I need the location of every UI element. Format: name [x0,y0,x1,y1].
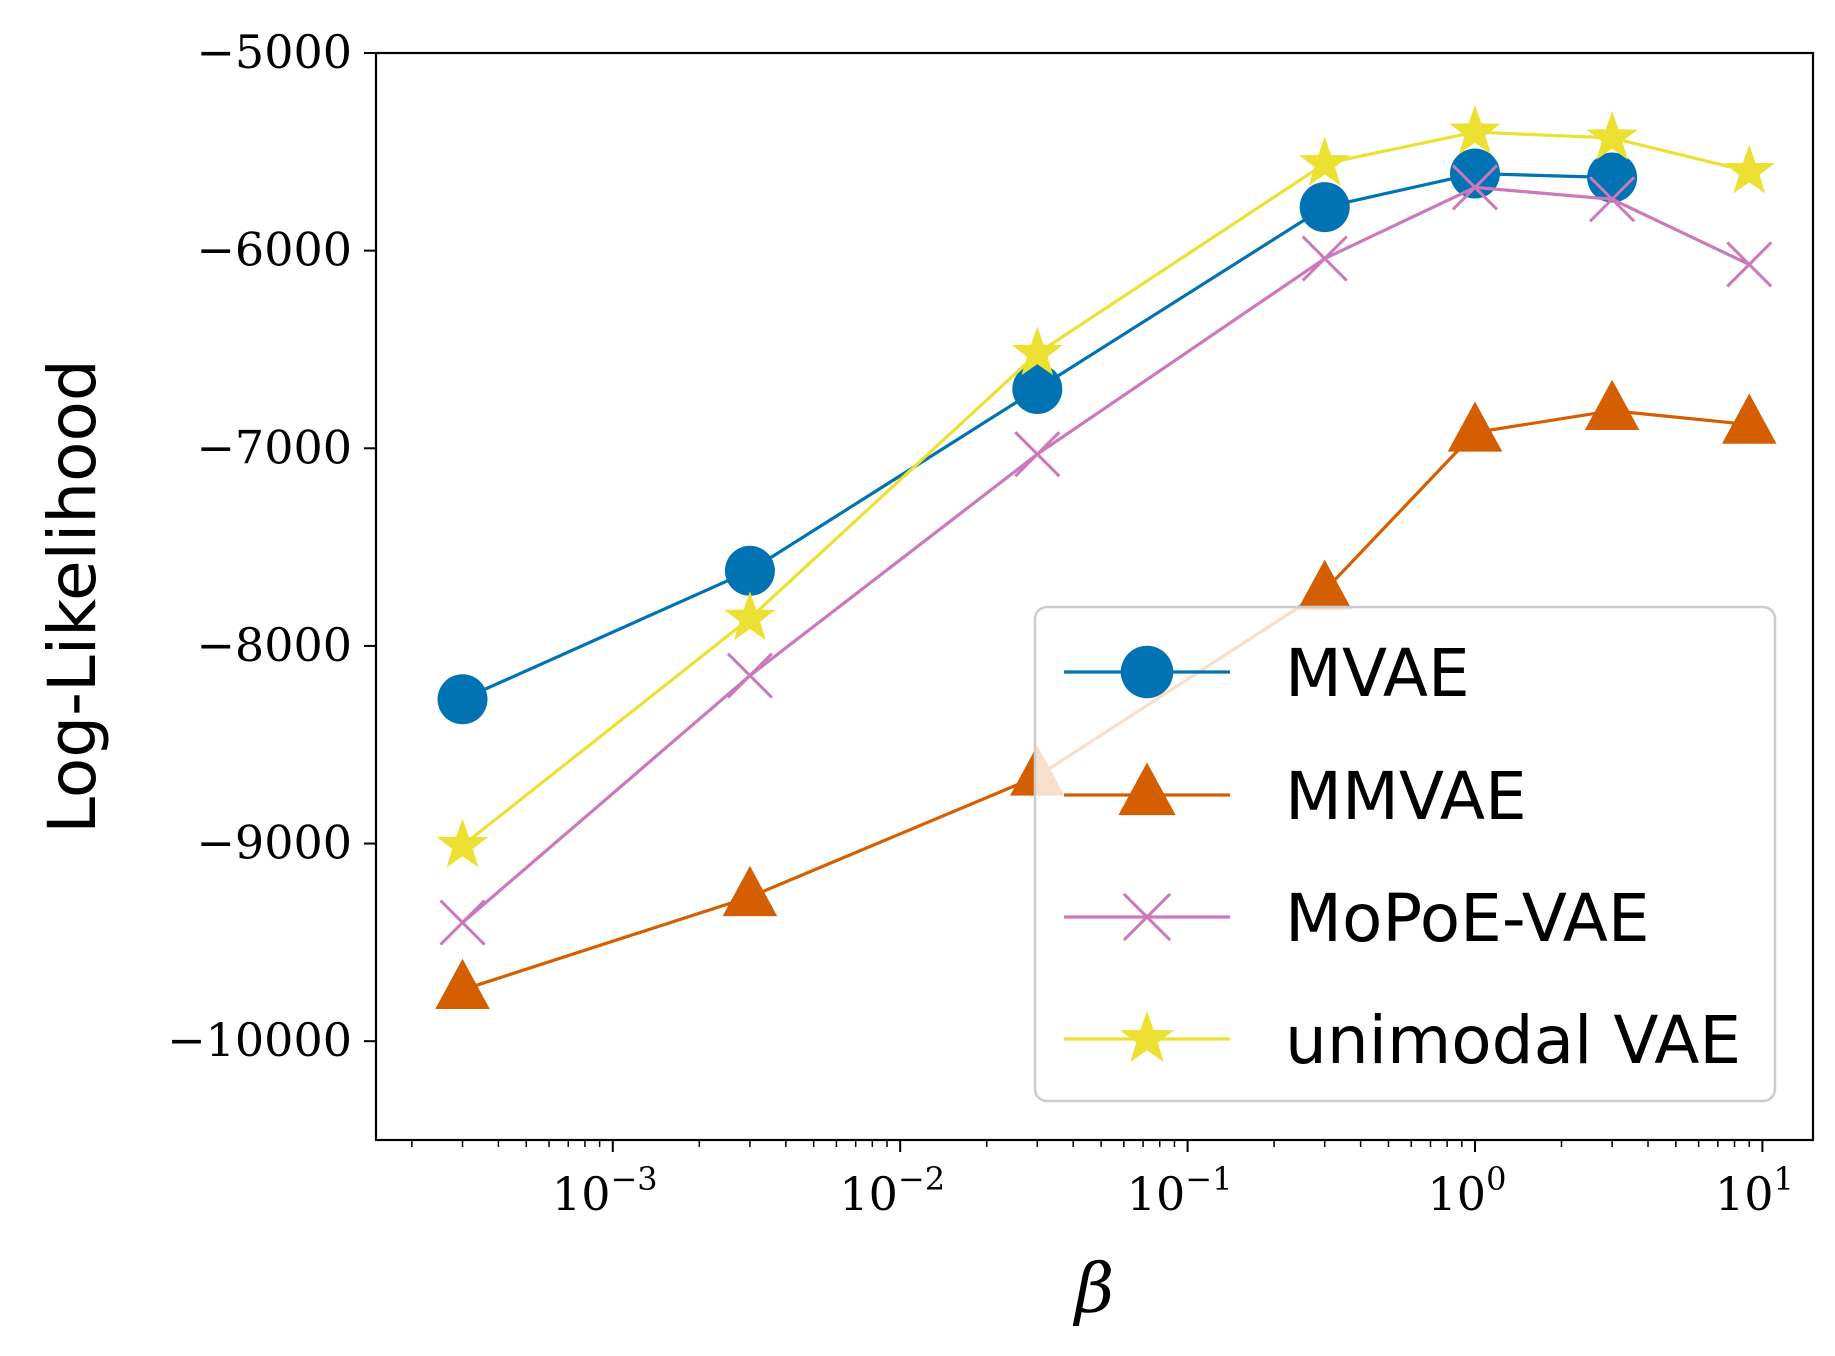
legend-item: MoPoE-VAE [1064,880,1650,957]
data-point [1301,235,1348,282]
data-point [1721,393,1777,444]
legend-item: unimodal VAE [1064,1002,1741,1079]
legend-label: MVAE [1285,635,1470,712]
legend-label: MoPoE-VAE [1285,880,1650,957]
y-tick-label: −6000 [196,223,352,277]
data-point [1589,176,1636,223]
data-point [1012,363,1063,414]
legend-marker [1120,1010,1174,1062]
data-point [1584,379,1640,430]
series-mopoe-vae [439,164,1773,946]
legend-box [1033,605,1777,1103]
data-point [1299,136,1351,186]
legend-label: unimodal VAE [1285,1002,1741,1079]
y-tick-label: −10000 [167,1013,352,1067]
data-point [1451,164,1499,211]
series-mmvae [435,379,1777,1010]
legend-label: MMVAE [1285,758,1527,835]
data-point [435,958,490,1010]
data-point [1723,144,1775,194]
data-point [1726,241,1773,288]
data-point [1447,401,1503,452]
data-point [1449,105,1501,154]
data-point [1014,431,1061,478]
legend-marker [1118,762,1176,816]
x-tick-label: 101 [1715,1160,1794,1221]
x-tick-label: 100 [1428,1160,1507,1221]
y-tick-label: −5000 [196,25,352,79]
series-layer [435,105,1777,1010]
data-point [437,674,488,725]
data-point [724,545,775,596]
data-point [1449,148,1500,199]
data-point [724,591,776,641]
y-tick-label: −8000 [196,618,352,672]
x-tick-label: 10−3 [552,1160,658,1221]
legend: MVAE MMVAE MoPoE-VAE unimodal VAE [1033,605,1777,1103]
plot-frame [374,51,1815,1142]
data-point [726,652,773,699]
data-point [436,818,489,868]
legend-item: MVAE [1064,635,1470,712]
y-tick-label: −7000 [196,420,352,474]
legend-item: MMVAE [1064,758,1527,835]
data-point [722,865,778,917]
data-point [439,899,486,946]
legend-marker [1120,645,1174,699]
data-point [1299,182,1350,233]
data-point [1011,326,1063,376]
data-point [1586,110,1638,160]
series-mvae [437,148,1638,725]
x-axis-title: β [1072,1250,1114,1329]
y-axis-title: Log-Likelihood [34,359,111,833]
data-point [1587,152,1638,203]
data-point [1297,559,1352,610]
series-unimodal-vae [436,105,1775,868]
y-tick-label: −9000 [196,816,352,870]
x-tick-label: 10−1 [1127,1160,1233,1221]
legend-marker [1122,892,1172,942]
x-tick-label: 10−2 [839,1160,945,1221]
